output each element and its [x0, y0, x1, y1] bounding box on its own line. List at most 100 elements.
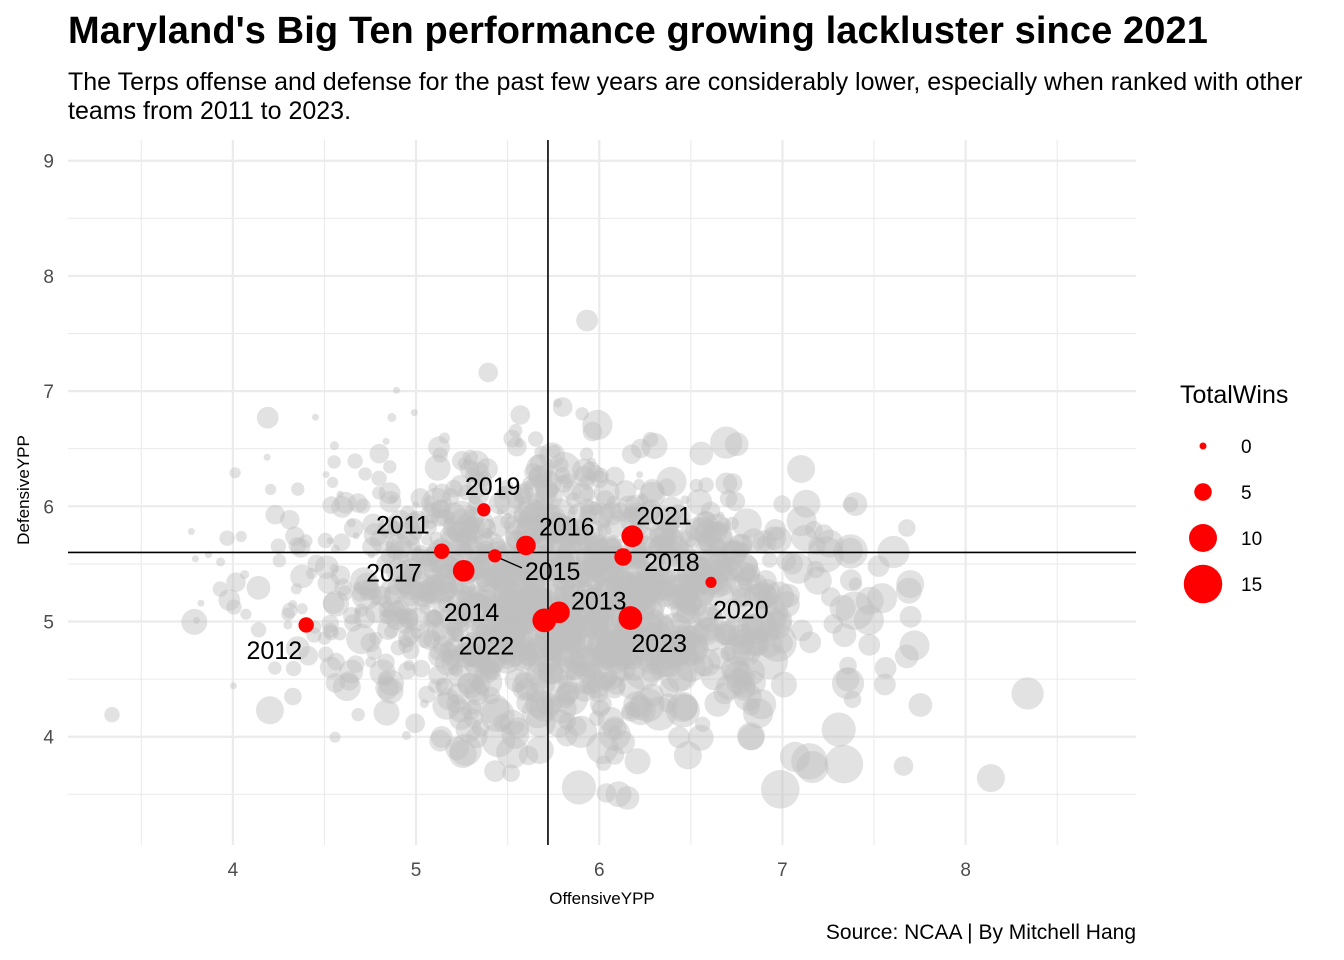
background-point: [265, 483, 277, 496]
background-point: [594, 582, 604, 592]
y-tick-label: 5: [43, 613, 54, 634]
background-point: [472, 667, 503, 698]
background-point: [468, 673, 484, 690]
background-point: [824, 744, 864, 784]
background-point: [603, 615, 623, 635]
background-point: [548, 452, 581, 485]
background-point: [614, 587, 633, 606]
background-point: [896, 570, 925, 599]
background-point: [629, 549, 645, 565]
background-point: [899, 605, 922, 628]
background-point: [330, 544, 340, 554]
background-point: [288, 537, 307, 555]
background-point: [323, 625, 339, 641]
background-point: [382, 601, 392, 611]
background-point: [588, 652, 627, 691]
background-point: [635, 598, 664, 627]
background-point: [582, 670, 610, 699]
background-point: [594, 577, 621, 604]
x-tick-label: 5: [411, 860, 422, 881]
background-point: [596, 612, 610, 626]
background-point: [526, 499, 543, 515]
background-point: [502, 570, 529, 597]
background-point: [428, 436, 450, 459]
background-point: [673, 572, 683, 582]
background-point: [545, 513, 572, 539]
background-point: [479, 694, 510, 725]
background-point: [599, 501, 624, 526]
background-point: [671, 694, 698, 721]
background-point: [312, 413, 319, 421]
background-point: [762, 526, 787, 551]
background-point: [554, 466, 570, 483]
background-point: [462, 515, 480, 533]
background-point: [623, 691, 650, 718]
background-point: [441, 525, 472, 556]
background-point: [593, 606, 609, 622]
background-point: [535, 695, 556, 715]
background-point: [398, 627, 418, 648]
background-point: [458, 609, 470, 622]
background-point: [577, 580, 594, 596]
background-point: [677, 570, 693, 586]
background-point: [499, 709, 526, 736]
background-point: [485, 625, 505, 645]
background-point: [378, 516, 400, 539]
background-point: [500, 513, 516, 530]
background-point: [327, 476, 339, 488]
background-point: [425, 609, 444, 628]
background-point: [197, 599, 205, 607]
background-point: [695, 617, 720, 642]
background-point: [265, 504, 286, 525]
background-point: [504, 668, 529, 693]
background-point: [520, 504, 540, 525]
background-point: [352, 586, 368, 602]
background-point: [821, 587, 841, 607]
background-point: [737, 722, 765, 751]
background-point: [449, 663, 464, 678]
background-point: [527, 594, 543, 611]
background-point: [493, 485, 524, 516]
background-point: [727, 552, 759, 583]
background-point: [858, 633, 881, 656]
background-point: [632, 625, 657, 650]
background-point: [678, 647, 698, 667]
background-point: [586, 464, 604, 483]
background-point: [613, 585, 634, 605]
background-point: [369, 528, 394, 553]
background-point: [404, 617, 419, 631]
background-point: [524, 515, 540, 531]
background-point: [573, 660, 590, 677]
background-point: [663, 588, 685, 610]
background-point: [681, 563, 712, 594]
background-point: [627, 581, 648, 602]
background-point: [483, 605, 501, 623]
background-point: [393, 549, 409, 566]
background-point: [544, 553, 566, 575]
background-point: [565, 669, 577, 681]
background-point: [552, 397, 573, 417]
background-point: [398, 634, 412, 649]
background-point: [677, 629, 700, 652]
background-point: [480, 563, 505, 588]
background-point: [651, 579, 680, 608]
background-point: [349, 567, 378, 596]
background-point: [895, 577, 922, 604]
background-point: [317, 532, 334, 549]
background-point: [593, 479, 620, 506]
background-point: [429, 531, 443, 545]
background-point: [499, 608, 518, 626]
background-point: [731, 583, 756, 607]
background-point: [539, 511, 570, 542]
background-point: [459, 459, 480, 480]
background-point: [698, 522, 733, 557]
background-point: [721, 655, 749, 684]
background-point: [501, 720, 530, 749]
background-point: [499, 560, 522, 583]
background-point: [580, 532, 589, 542]
background-point: [470, 618, 478, 626]
background-point: [648, 613, 675, 640]
background-point: [749, 581, 777, 610]
background-point: [496, 616, 533, 654]
background-point: [754, 589, 775, 609]
